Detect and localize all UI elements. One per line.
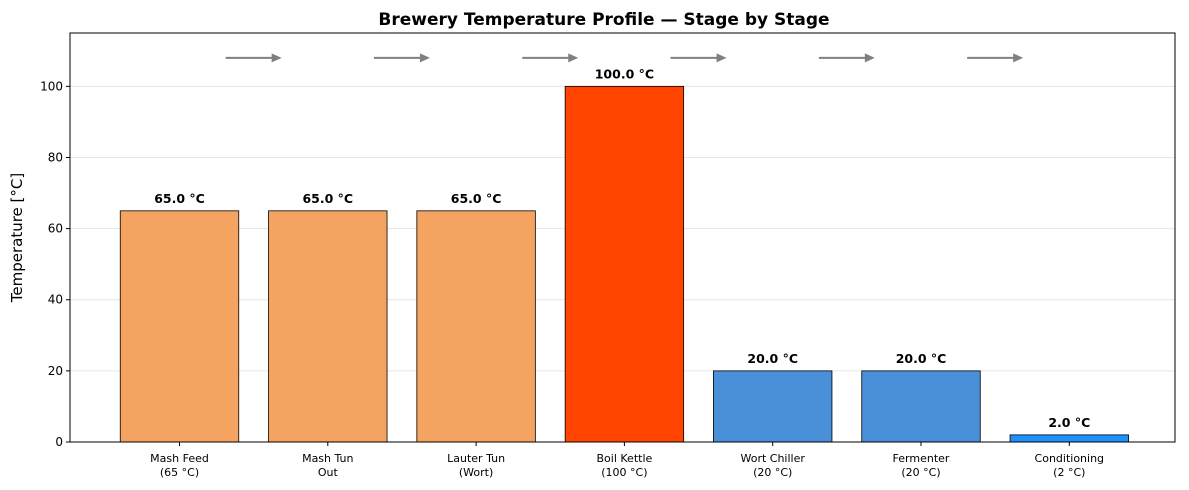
y-axis-ticks: 0 20 40 60 80 100 xyxy=(40,79,70,449)
bar-1 xyxy=(268,210,388,443)
x-tick-label-line: Conditioning xyxy=(1035,452,1105,465)
x-tick-label-line: (20 °C) xyxy=(901,466,940,479)
flow-arrow-head xyxy=(1013,53,1024,63)
x-tick-label-line: Mash Feed xyxy=(150,452,209,465)
bar-0 xyxy=(119,210,240,443)
y-tick-label: 40 xyxy=(48,293,63,307)
bar-value-label: 65.0 °C xyxy=(302,191,353,206)
x-tick-label-line: Lauter Tun xyxy=(447,452,505,465)
x-tick-label-line: (2 °C) xyxy=(1053,466,1085,479)
y-tick-label: 100 xyxy=(40,79,63,93)
x-tick-label: Wort Chiller (20 °C) xyxy=(740,452,805,479)
y-tick-label: 80 xyxy=(48,150,63,164)
x-tick-label-line: Out xyxy=(318,466,339,479)
flow-arrow-head xyxy=(271,53,282,63)
flow-arrow-head xyxy=(419,53,430,63)
x-tick-label-line: Wort Chiller xyxy=(740,452,805,465)
x-tick-label: Lauter Tun (Wort) xyxy=(447,452,505,479)
x-tick-label: Mash Feed (65 °C) xyxy=(150,452,209,479)
x-tick-label: Boil Kettle (100 °C) xyxy=(597,452,653,479)
bars xyxy=(119,85,1129,443)
bar-value-label: 65.0 °C xyxy=(451,191,502,206)
x-tick-label-line: (65 °C) xyxy=(160,466,199,479)
x-tick-label-line: (Wort) xyxy=(459,466,493,479)
y-tick-label: 0 xyxy=(55,435,63,449)
bar-value-label: 20.0 °C xyxy=(896,351,947,366)
bar-value-label: 65.0 °C xyxy=(154,191,205,206)
bar-6 xyxy=(1009,434,1129,443)
chart-title: Brewery Temperature Profile — Stage by S… xyxy=(378,10,829,30)
bar-value-label: 2.0 °C xyxy=(1048,415,1090,430)
x-tick-label-line: (100 °C) xyxy=(601,466,647,479)
bar-4 xyxy=(713,370,833,443)
x-tick-label: Mash Tun Out xyxy=(302,452,353,479)
bar-5 xyxy=(861,370,981,443)
bar-2 xyxy=(416,210,536,443)
flow-arrow-head xyxy=(864,53,875,63)
y-axis-label: Temperature [°C] xyxy=(8,173,26,303)
flow-arrow-head xyxy=(716,53,727,63)
bar-value-label: 100.0 °C xyxy=(595,66,654,81)
flow-arrows xyxy=(225,53,1024,63)
bar-value-label: 20.0 °C xyxy=(747,351,798,366)
y-tick-label: 60 xyxy=(48,222,63,236)
x-tick-label: Conditioning (2 °C) xyxy=(1035,452,1105,479)
x-tick-label: Fermenter (20 °C) xyxy=(893,452,950,479)
plot-frame xyxy=(69,32,1176,443)
flow-arrow-head xyxy=(568,53,579,63)
x-tick-label-line: Mash Tun xyxy=(302,452,353,465)
y-tick-label: 20 xyxy=(48,364,63,378)
bar-3 xyxy=(564,85,685,443)
x-axis-ticks: Mash Feed (65 °C) Mash Tun Out Lauter Tun (Wo… xyxy=(150,442,1104,479)
x-tick-label-line: (20 °C) xyxy=(753,466,792,479)
data-labels: 65.0 °C 65.0 °C 65.0 °C 100.0 °C 20.0 °C 20.0… xyxy=(154,66,1090,430)
x-tick-label-line: Boil Kettle xyxy=(597,452,653,465)
x-tick-label-line: Fermenter xyxy=(893,452,950,465)
